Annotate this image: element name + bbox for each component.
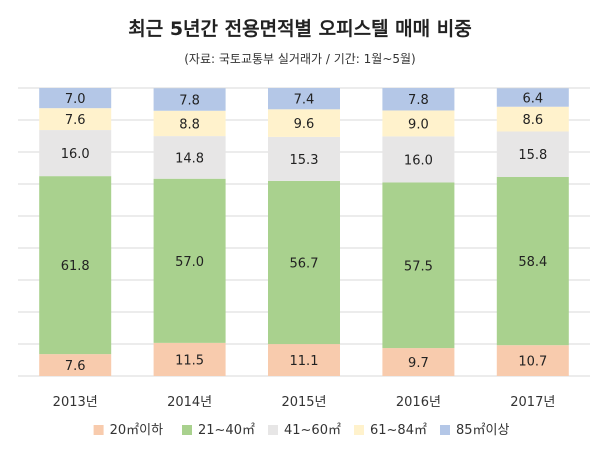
bar-segment (268, 180, 340, 345)
bar-segment (382, 136, 455, 183)
data-label: 9.0 (408, 117, 429, 132)
data-label: 57.0 (175, 255, 204, 270)
data-label: 58.4 (518, 255, 547, 270)
bar-segment (268, 88, 340, 110)
bar-segment (496, 131, 569, 177)
data-label: 9.6 (294, 117, 315, 132)
data-label: 10.7 (518, 355, 547, 370)
data-label: 7.4 (294, 93, 315, 108)
data-label: 15.8 (518, 148, 547, 163)
legend-swatch (354, 425, 364, 435)
bar-segment (39, 108, 112, 131)
data-label: 16.0 (404, 153, 433, 168)
data-label: 8.8 (179, 117, 200, 132)
bar-segment (39, 88, 112, 109)
data-label: 8.6 (522, 113, 543, 128)
data-label: 9.7 (408, 356, 429, 371)
bar-segment (153, 178, 226, 343)
bar-segment (39, 130, 112, 177)
data-label: 7.8 (179, 94, 200, 109)
data-label: 15.3 (290, 153, 319, 168)
legend-label: 61~84㎡ (370, 423, 427, 438)
data-label: 11.5 (175, 353, 204, 368)
bar-segment (382, 182, 455, 349)
bar-segment (268, 136, 340, 181)
data-label: 6.4 (522, 92, 543, 107)
bar-segment (39, 354, 112, 376)
data-label: 57.5 (404, 259, 433, 274)
legend-swatch (93, 425, 104, 435)
legend-label: 21~40㎡ (198, 423, 255, 438)
chart-subtitle: (자료: 국토교통부 실거래가 / 기간: 1월~5월) (184, 52, 416, 66)
bar-segment (153, 110, 226, 137)
x-tick-label: 2015년 (281, 395, 326, 410)
data-label: 56.7 (290, 256, 319, 271)
bar-segment (496, 345, 569, 376)
bar-segment (382, 110, 455, 137)
data-label: 7.8 (408, 93, 429, 108)
x-tick-label: 2013년 (53, 395, 98, 410)
bar-segment (39, 176, 112, 355)
x-tick-label: 2014년 (167, 395, 212, 410)
legend-swatch (268, 425, 278, 435)
bar-segment (382, 348, 455, 376)
data-label: 7.0 (65, 92, 86, 107)
bar-segment (153, 88, 226, 111)
bar-segment (382, 88, 455, 111)
bar-segment (153, 136, 226, 179)
bar-segment (496, 176, 569, 346)
data-label: 7.6 (65, 359, 86, 374)
chart-title: 최근 5년간 전용면적별 오피스텔 매매 비중 (128, 18, 472, 40)
bar-segment (496, 88, 569, 107)
data-label: 61.8 (61, 259, 90, 274)
data-label: 14.8 (175, 151, 204, 166)
x-tick-label: 2016년 (396, 395, 441, 410)
data-label: 7.6 (65, 113, 86, 128)
legend-label: 20㎡이하 (110, 423, 164, 438)
legend-swatch (182, 425, 192, 435)
legend-swatch (440, 425, 450, 435)
x-tick-label: 2017년 (510, 395, 555, 410)
bar-segment (153, 342, 226, 376)
legend-label: 41~60㎡ (284, 423, 341, 438)
bar-segment (496, 106, 569, 132)
bar-segment (268, 109, 340, 137)
legend-label: 85㎡이상 (456, 423, 510, 438)
data-label: 11.1 (290, 354, 319, 369)
data-label: 16.0 (61, 147, 90, 162)
bar-segment (268, 344, 340, 376)
